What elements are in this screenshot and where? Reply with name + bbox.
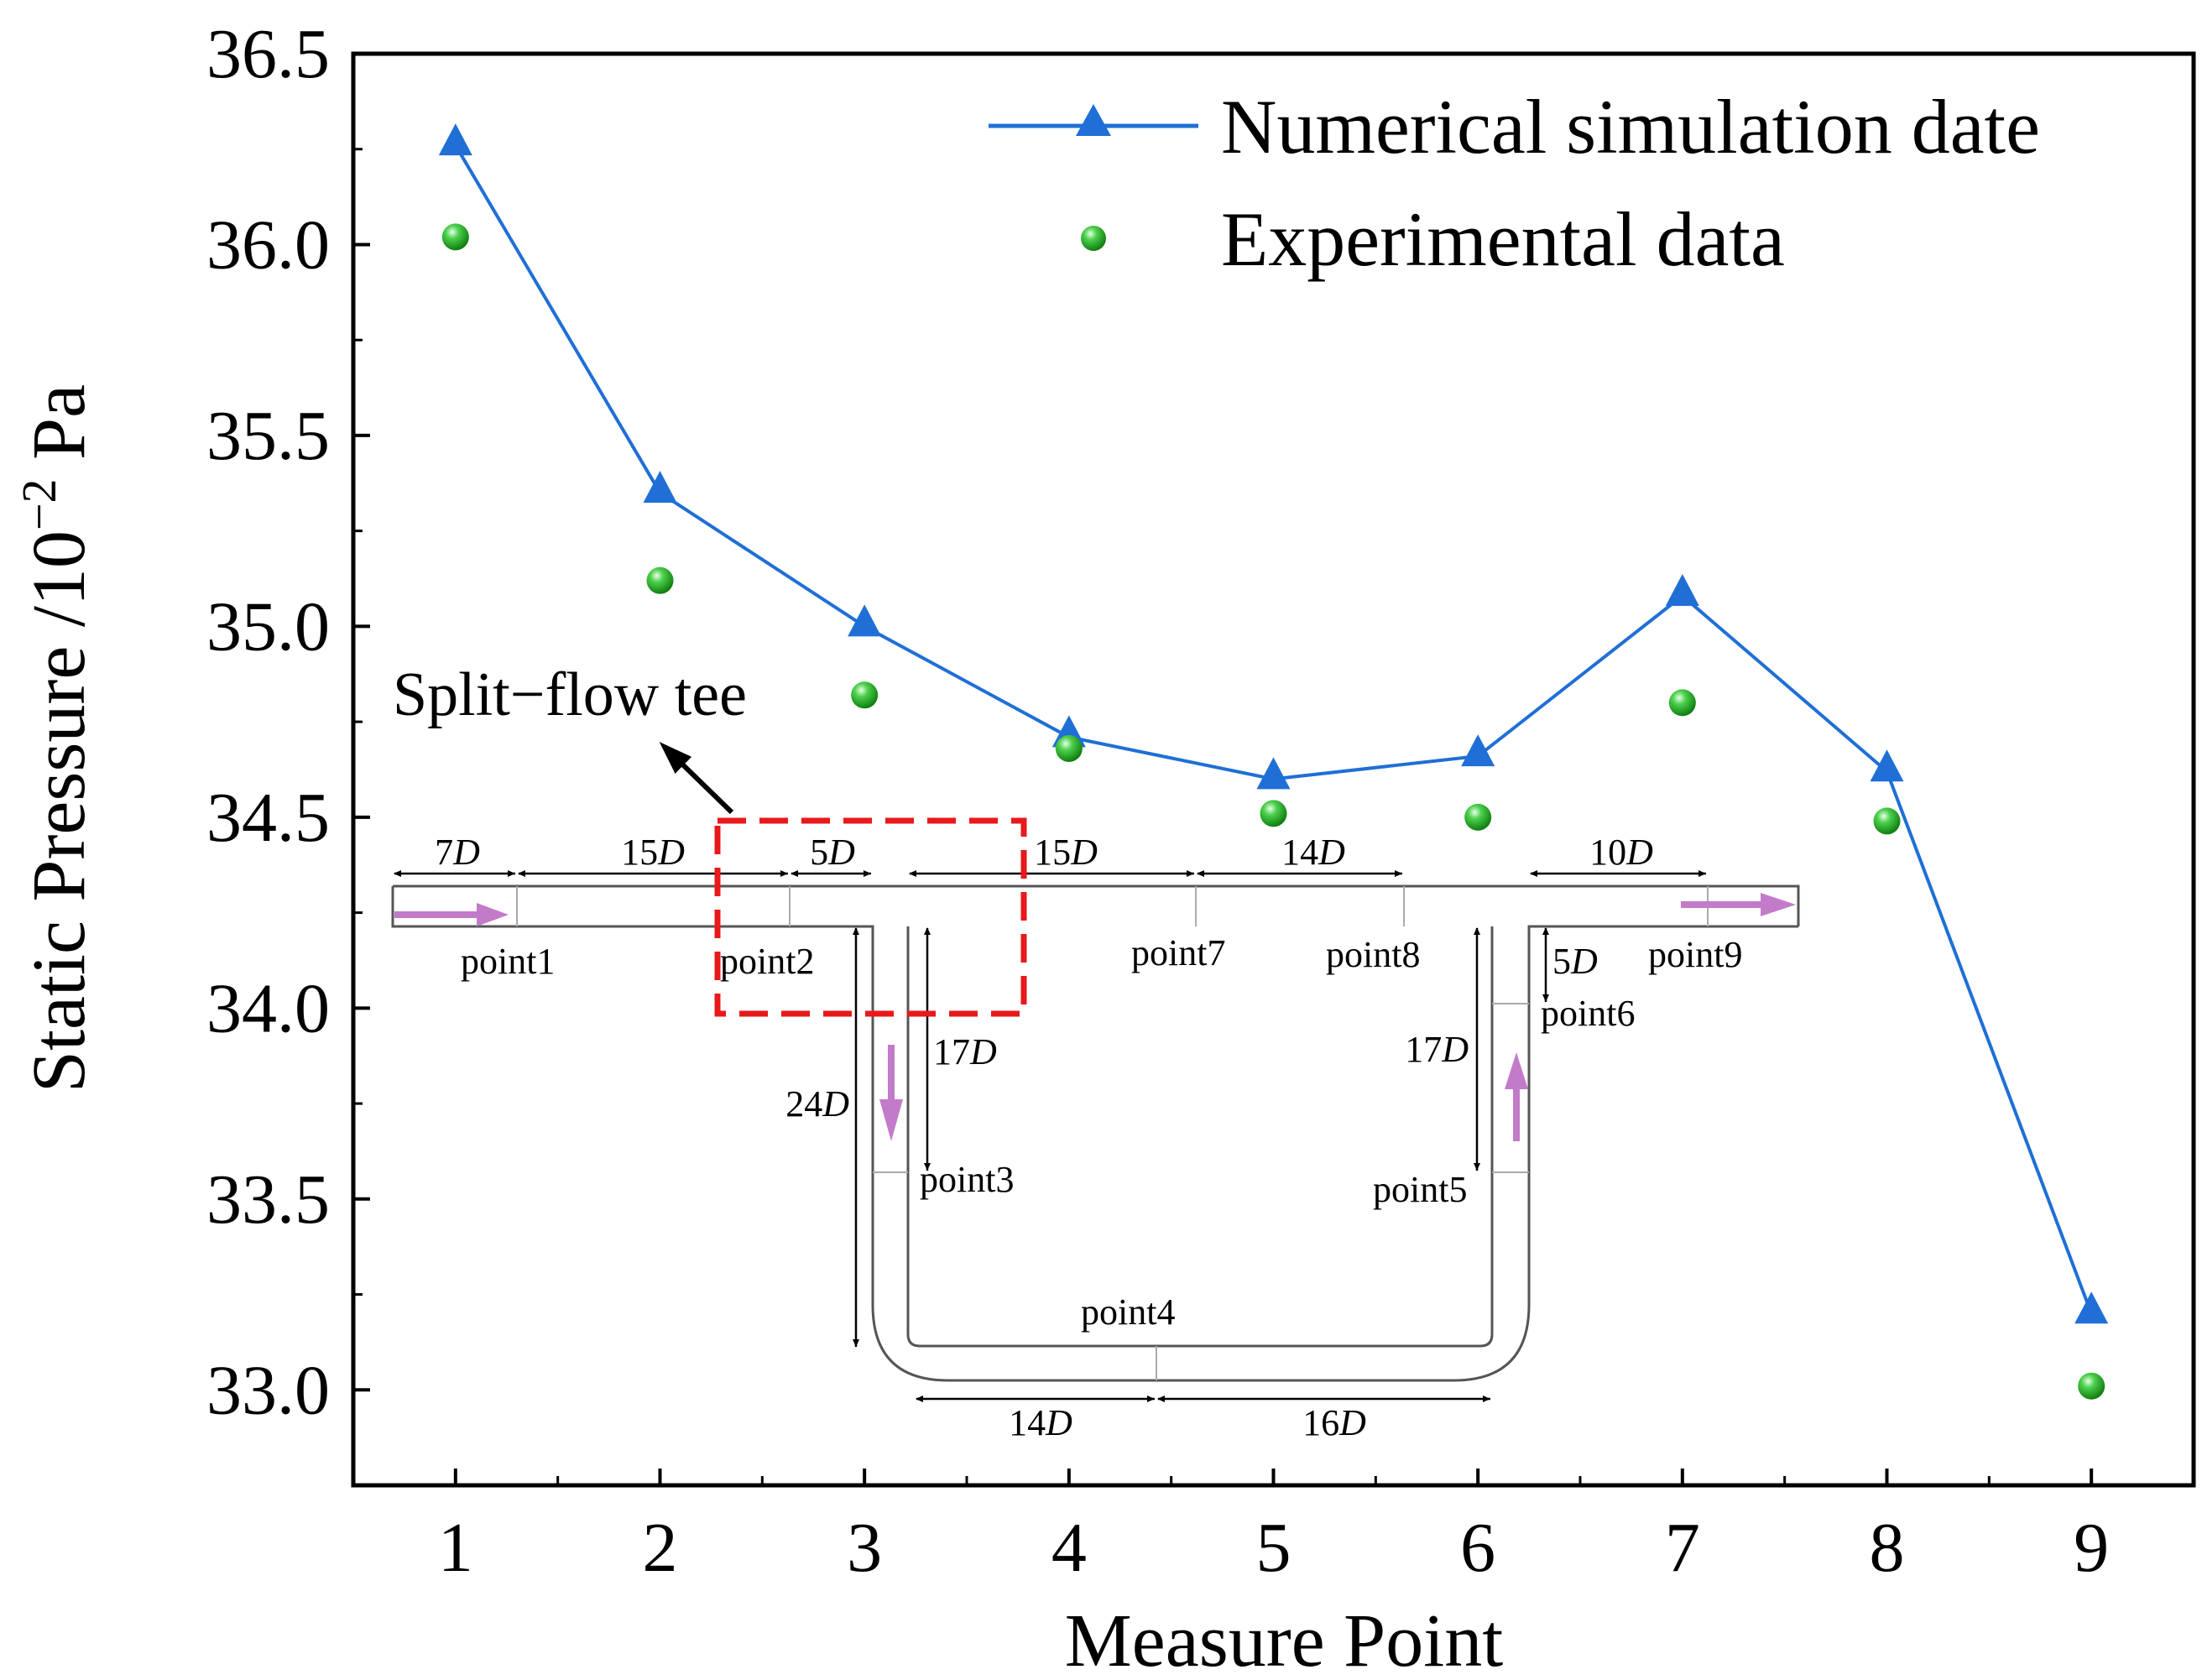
pipe-label-point6: point6 bbox=[1541, 993, 1635, 1034]
dim-label-7d: 7D bbox=[435, 832, 480, 873]
exp-point bbox=[1055, 734, 1083, 762]
tee-label: Split−flow tee bbox=[393, 660, 747, 729]
y-axis-title-prefix: Static Pressure /10 bbox=[18, 530, 101, 1093]
flow-arrow-outlet bbox=[1681, 893, 1796, 916]
x-tick-label: 7 bbox=[1665, 1509, 1700, 1587]
main-pipe-top bbox=[393, 884, 1800, 926]
sim-point bbox=[438, 123, 472, 156]
exp-point bbox=[646, 566, 674, 594]
sim-point bbox=[2074, 1291, 2109, 1324]
dim-label-14d-a: 14D bbox=[1281, 832, 1345, 873]
sim-line bbox=[454, 144, 2094, 1314]
x-tick-label: 5 bbox=[1256, 1509, 1291, 1587]
y-tick-label: 36.5 bbox=[206, 15, 330, 93]
exp-point bbox=[441, 223, 469, 251]
legend: Numerical simulation date Experimental d… bbox=[989, 84, 2040, 282]
exp-point bbox=[1464, 803, 1492, 831]
legend-text-sim: Numerical simulation date bbox=[1221, 84, 2040, 170]
pipe-label-point8: point8 bbox=[1326, 934, 1420, 975]
y-tick-label: 34.5 bbox=[206, 779, 330, 857]
flow-arrow-inlet bbox=[394, 903, 509, 926]
dim-label-15d-a: 15D bbox=[621, 832, 685, 873]
tee-highlight-box bbox=[714, 817, 1027, 1017]
pipe-label-point7: point7 bbox=[1131, 932, 1225, 973]
exp-point bbox=[851, 681, 879, 709]
x-tick-label: 6 bbox=[1460, 1509, 1495, 1587]
x-axis-title: Measure Point bbox=[1065, 1599, 1503, 1680]
x-tick-label: 2 bbox=[643, 1509, 678, 1587]
series-experimental bbox=[441, 223, 2105, 1400]
sim-point bbox=[643, 471, 677, 503]
exp-point bbox=[2078, 1372, 2105, 1400]
legend-text-exp: Experimental data bbox=[1221, 196, 1785, 282]
sim-point bbox=[1870, 749, 1904, 782]
x-axis: 1 2 3 4 5 6 7 8 9 bbox=[438, 1469, 2109, 1587]
sim-point bbox=[848, 604, 882, 637]
x-tick-label: 4 bbox=[1051, 1509, 1087, 1587]
dim-label-17d-a: 17D bbox=[933, 1031, 997, 1072]
y-tick-label: 33.5 bbox=[206, 1161, 330, 1239]
dim-label-16d: 16D bbox=[1302, 1402, 1366, 1443]
tee-pointer-arrow bbox=[659, 742, 734, 815]
inner-loop bbox=[906, 926, 1494, 1348]
exp-point bbox=[1873, 807, 1901, 835]
dim-label-5d-b: 5D bbox=[1552, 941, 1598, 982]
dim-label-17d-b: 17D bbox=[1405, 1029, 1469, 1070]
pipe-schematic: 7D 15D 5D 15D 14D 10D 5D 17D 24D 17D 14D… bbox=[391, 660, 1800, 1443]
x-tick-label: 3 bbox=[847, 1509, 882, 1587]
pipe-label-point4: point4 bbox=[1081, 1291, 1175, 1333]
flow-arrow-up bbox=[1505, 1052, 1528, 1141]
legend-marker-sim bbox=[1076, 104, 1111, 136]
pipe-label-point1: point1 bbox=[461, 941, 555, 982]
x-tick-label: 9 bbox=[2074, 1509, 2109, 1587]
x-tick-label: 1 bbox=[438, 1509, 473, 1587]
dim-label-24d: 24D bbox=[785, 1083, 849, 1124]
sim-point bbox=[1665, 574, 1699, 607]
pipe-label-point2: point2 bbox=[720, 941, 814, 982]
y-axis-title-exponent: −2 bbox=[12, 478, 66, 530]
y-tick-label: 35.0 bbox=[206, 587, 330, 665]
dim-label-5d-a: 5D bbox=[810, 832, 855, 873]
exp-point bbox=[1668, 689, 1696, 717]
y-axis-title: Static Pressure /10−2 Pa bbox=[12, 384, 101, 1093]
pipe-label-point3: point3 bbox=[920, 1159, 1014, 1200]
dim-label-15d-b: 15D bbox=[1034, 832, 1098, 873]
dim-label-10d: 10D bbox=[1589, 832, 1653, 873]
sim-point bbox=[1256, 757, 1291, 790]
x-tick-label: 8 bbox=[1870, 1509, 1905, 1587]
y-axis-title-suffix: Pa bbox=[18, 384, 101, 479]
y-tick-label: 34.0 bbox=[206, 969, 330, 1047]
main-pipe bbox=[391, 886, 1798, 1382]
y-tick-label: 35.5 bbox=[206, 397, 330, 475]
pipe-label-point5: point5 bbox=[1373, 1169, 1467, 1210]
y-tick-label: 33.0 bbox=[206, 1351, 330, 1429]
y-tick-label: 36.0 bbox=[206, 206, 330, 284]
legend-marker-exp bbox=[1081, 226, 1106, 251]
dim-label-14d-b: 14D bbox=[1009, 1402, 1072, 1443]
pipe-label-point9: point9 bbox=[1648, 934, 1742, 975]
sim-point bbox=[1461, 734, 1495, 767]
y-axis: 33.0 33.5 34.0 34.5 35.0 35.5 36.0 36.5 bbox=[206, 15, 370, 1487]
flow-arrow-down bbox=[879, 1045, 903, 1141]
exp-point bbox=[1260, 800, 1287, 827]
